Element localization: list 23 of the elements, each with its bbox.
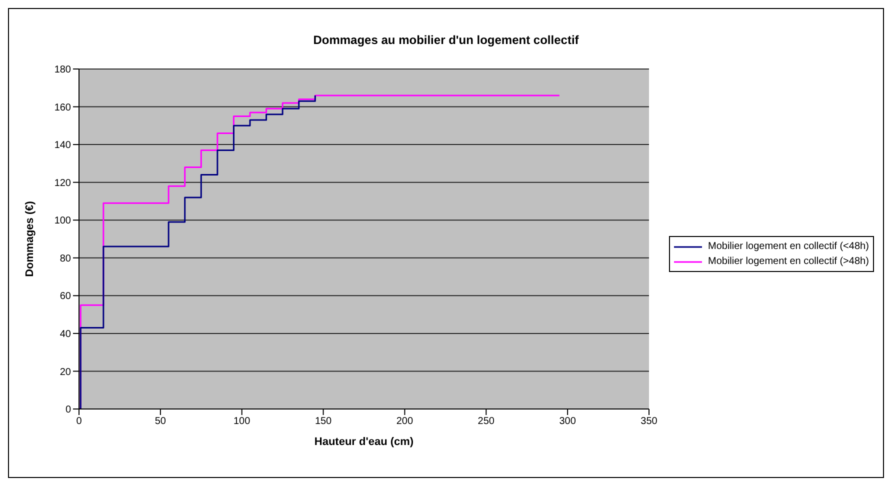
x-tick-label: 200	[396, 416, 414, 428]
y-tick-label: 20	[60, 366, 72, 378]
x-tick-label: 250	[478, 416, 495, 428]
x-tick-label: 0	[76, 416, 82, 428]
y-tick-label: 140	[54, 140, 72, 152]
chart-title: Dommages au mobilier d'un logement collectif	[312, 33, 580, 49]
legend-label: Mobilier logement en collectif (>48h)	[708, 255, 869, 269]
y-tick-label: 100	[54, 216, 72, 227]
y-tick-label: 80	[60, 253, 72, 264]
x-tick-label: 300	[559, 416, 576, 428]
y-tick-label: 180	[54, 64, 72, 76]
y-axis-title: Dommages (€)	[24, 200, 36, 277]
y-tick-label: 160	[54, 102, 72, 114]
x-tick-label: 350	[640, 416, 658, 428]
x-tick-label: 100	[234, 416, 251, 428]
y-tick-label: 40	[60, 328, 72, 340]
y-tick-label: 0	[65, 404, 72, 416]
x-tick-label: 150	[314, 416, 332, 428]
x-axis-title: Hauteur d'eau (cm)	[314, 436, 414, 448]
legend-label: Mobilier logement en collectif (<48h)	[708, 240, 869, 254]
x-tick-label: 50	[154, 416, 166, 428]
y-tick-label: 60	[60, 291, 72, 302]
y-tick-label: 120	[54, 178, 72, 189]
